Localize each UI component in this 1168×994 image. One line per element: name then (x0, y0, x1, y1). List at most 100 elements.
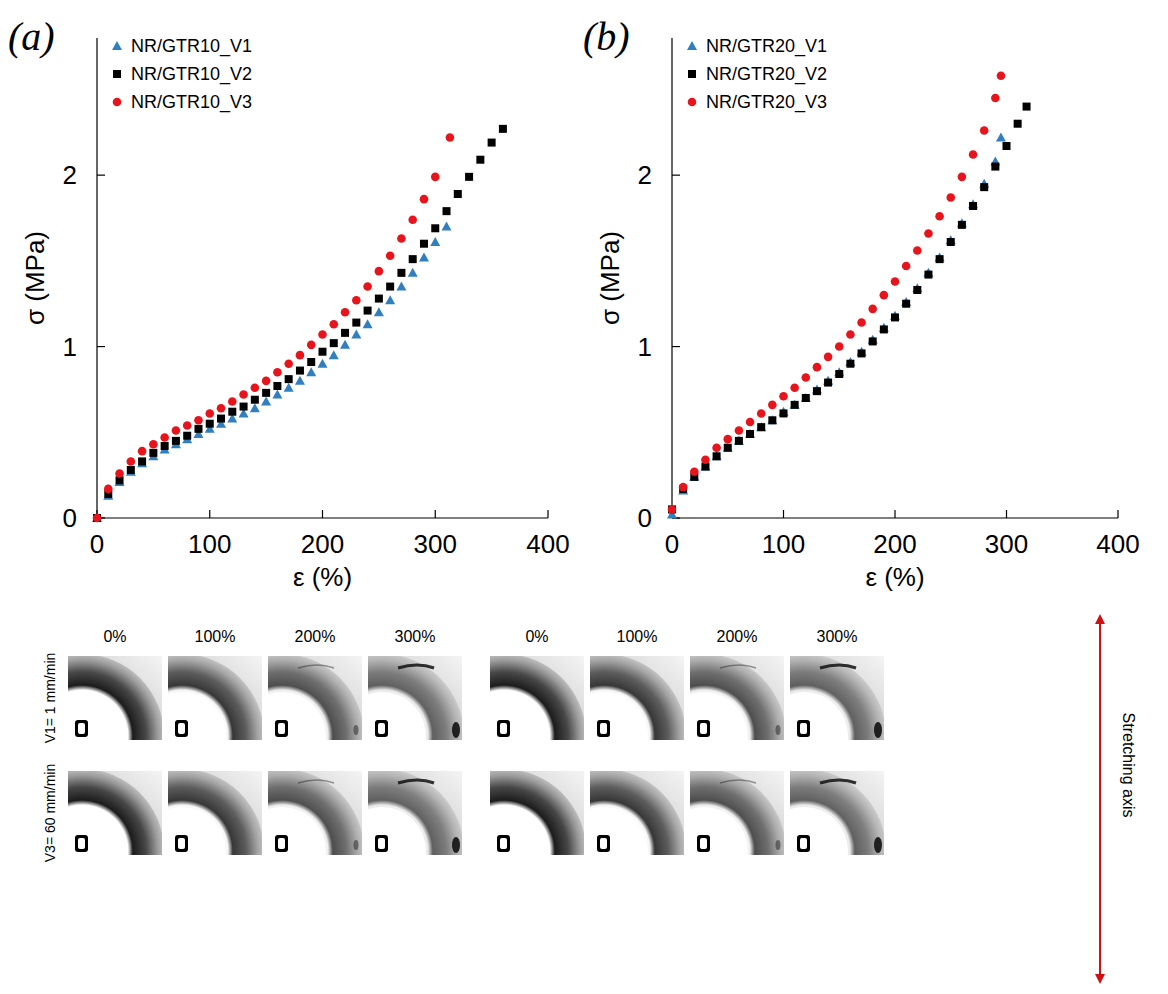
data-point (746, 430, 754, 438)
amorphous-halo (368, 656, 462, 740)
crystal-reflection (452, 722, 460, 738)
data-point (386, 251, 395, 260)
x-tick (322, 510, 323, 518)
waxs-pattern (590, 656, 684, 740)
legend-marker (113, 98, 122, 107)
y-tick (97, 175, 105, 176)
data-point (160, 433, 169, 442)
beam-stop (375, 835, 388, 852)
beam-stop (75, 720, 88, 737)
data-point (745, 429, 755, 438)
y-tick-label: 0 (63, 503, 77, 533)
data-point (194, 425, 202, 433)
data-point (420, 240, 428, 248)
data-group (667, 71, 1031, 518)
data-point (319, 348, 327, 356)
data-point (228, 397, 237, 406)
y-axis (96, 38, 97, 518)
waxs-pattern (590, 771, 684, 855)
data-point (183, 421, 192, 430)
data-point (935, 212, 944, 221)
data-point (947, 238, 955, 246)
data-point (690, 467, 699, 476)
data-point (307, 341, 316, 350)
data-point (824, 353, 833, 362)
y-tick-label: 2 (63, 160, 77, 190)
axis-label: Stretching axis (1120, 713, 1137, 818)
waxs-pattern (268, 771, 362, 855)
data-point (127, 457, 136, 466)
data-point (261, 396, 271, 405)
data-point (363, 319, 373, 328)
amorphous-halo (268, 656, 362, 740)
legend-marker (688, 98, 697, 107)
data-point (408, 268, 418, 277)
x-tick (783, 510, 784, 518)
strain-label: 300% (395, 628, 436, 645)
data-point (364, 307, 372, 315)
legend-label: NR/GTR20_V1 (706, 36, 827, 57)
crystal-arc (720, 665, 756, 668)
data-point (396, 282, 406, 291)
x-tick-label: 0 (665, 529, 679, 559)
waxs-pattern (790, 656, 884, 740)
data-point (958, 221, 966, 229)
data-point (880, 325, 888, 333)
halo-inner (268, 807, 326, 855)
data-point (375, 267, 384, 276)
data-point (330, 339, 338, 347)
halo-inner (368, 692, 426, 740)
data-point (846, 360, 854, 368)
data-point (251, 396, 259, 404)
data-point (1003, 142, 1011, 150)
panel-letter: (b) (583, 14, 630, 59)
waxs-pattern (68, 656, 162, 740)
y-tick-label: 2 (638, 160, 652, 190)
beam-stop-inner (700, 723, 707, 734)
data-point (385, 295, 395, 304)
data-point (442, 222, 452, 231)
beam-stop (175, 720, 188, 737)
data-point (206, 420, 214, 428)
data-point (419, 252, 429, 261)
y-axis-title: σ (MPa) (595, 231, 625, 325)
crystal-reflection (874, 837, 882, 853)
x-tick-label: 400 (1096, 529, 1139, 559)
legend-marker (687, 41, 697, 50)
data-point (363, 282, 372, 291)
beam-stop-inner (700, 838, 707, 849)
beam-stop (497, 835, 510, 852)
data-point (824, 379, 832, 387)
halo-inner (68, 807, 126, 855)
data-point (183, 432, 191, 440)
data-point (746, 418, 755, 427)
data-point (285, 375, 293, 383)
data-point (126, 467, 136, 476)
data-point (205, 409, 214, 418)
halo-inner (168, 807, 226, 855)
strain-label: 0% (525, 628, 548, 645)
amorphous-halo (690, 771, 784, 855)
data-point (306, 367, 316, 376)
beam-stop-inner (500, 838, 507, 849)
amorphous-halo (168, 656, 262, 740)
data-point (835, 370, 843, 378)
data-point (104, 485, 113, 494)
data-point (318, 359, 328, 368)
data-point (262, 389, 270, 397)
legend-label: NR/GTR10_V1 (131, 36, 252, 57)
data-point (137, 458, 147, 467)
data-point (420, 195, 429, 204)
data-point (1014, 120, 1022, 128)
data-point (340, 340, 350, 349)
data-point (734, 436, 744, 445)
data-point (913, 246, 922, 255)
data-point (1023, 103, 1031, 111)
crystal-reflection (776, 725, 781, 735)
legend-marker (112, 41, 122, 50)
data-point (713, 452, 721, 460)
crystal-reflection (776, 840, 781, 850)
arrow-head (1095, 974, 1105, 984)
x-tick-label: 300 (985, 529, 1028, 559)
data-point (969, 150, 978, 159)
